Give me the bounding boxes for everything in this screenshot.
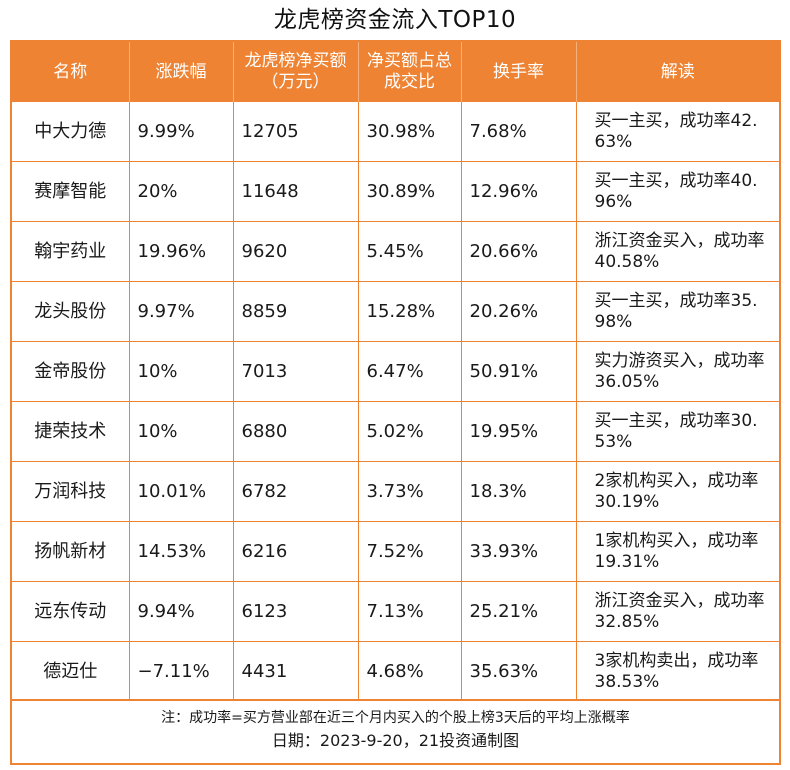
cell-interpretation: 浙江资金买入，成功率32.85% <box>576 581 779 642</box>
cell-turnover: 20.66% <box>461 221 577 282</box>
cell-net-ratio: 15.28% <box>358 281 462 342</box>
page-title: 龙虎榜资金流入TOP10 <box>273 7 517 33</box>
table-row: 万润科技 10.01% 6782 3.73% 18.3% 2家机构买入，成功率30.19% <box>12 461 779 522</box>
header-turnover: 换手率 <box>461 42 577 102</box>
cell-interpretation: 买一主买，成功率30.53% <box>576 401 779 462</box>
cell-name: 翰宇药业 <box>12 221 130 282</box>
cell-turnover: 20.26% <box>461 281 577 342</box>
header-name: 名称 <box>12 42 130 102</box>
cell-turnover: 35.63% <box>461 641 577 701</box>
cell-turnover: 19.95% <box>461 401 577 462</box>
cell-turnover: 7.68% <box>461 102 577 162</box>
cell-turnover: 33.93% <box>461 521 577 582</box>
table-row: 中大力德 9.99% 12705 30.98% 7.68% 买一主买，成功率42.63% <box>12 102 779 162</box>
cell-interpretation: 买一主买，成功率42.63% <box>576 102 779 162</box>
cell-change: 20% <box>129 161 234 222</box>
cell-interpretation: 2家机构买入，成功率30.19% <box>576 461 779 522</box>
cell-net-buy: 4431 <box>233 641 359 701</box>
cell-name: 扬帆新材 <box>12 521 130 582</box>
cell-interpretation: 浙江资金买入，成功率40.58% <box>576 221 779 282</box>
header-net-buy: 龙虎榜净买额（万元） <box>233 42 359 102</box>
cell-interpretation: 1家机构买入，成功率19.31% <box>576 521 779 582</box>
cell-change: 9.99% <box>129 102 234 162</box>
cell-net-ratio: 30.89% <box>358 161 462 222</box>
cell-net-buy: 6123 <box>233 581 359 642</box>
cell-name: 赛摩智能 <box>12 161 130 222</box>
cell-turnover: 18.3% <box>461 461 577 522</box>
cell-turnover: 50.91% <box>461 341 577 402</box>
cell-turnover: 12.96% <box>461 161 577 222</box>
table-header-row: 名称 涨跌幅 龙虎榜净买额（万元） 净买额占总成交比 换手率 解读 <box>12 42 779 102</box>
cell-name: 捷荣技术 <box>12 401 130 462</box>
header-change: 涨跌幅 <box>129 42 234 102</box>
table-row: 翰宇药业 19.96% 9620 5.45% 20.66% 浙江资金买入，成功率40.58… <box>12 221 779 282</box>
table-row: 捷荣技术 10% 6880 5.02% 19.95% 买一主买，成功率30.53% <box>12 401 779 462</box>
cell-turnover: 25.21% <box>461 581 577 642</box>
table-row: 赛摩智能 20% 11648 30.89% 12.96% 买一主买，成功率40.96% <box>12 161 779 222</box>
table-row: 远东传动 9.94% 6123 7.13% 25.21% 浙江资金买入，成功率32.85% <box>12 581 779 642</box>
cell-net-buy: 6216 <box>233 521 359 582</box>
table-row: 龙头股份 9.97% 8859 15.28% 20.26% 买一主买，成功率35.98% <box>12 281 779 342</box>
date-credit: 日期：2023-9-20，21投资通制图 <box>271 731 520 750</box>
cell-net-ratio: 5.02% <box>358 401 462 462</box>
cell-interpretation: 买一主买，成功率35.98% <box>576 281 779 342</box>
cell-name: 万润科技 <box>12 461 130 522</box>
header-interpretation: 解读 <box>576 42 779 102</box>
cell-net-buy: 8859 <box>233 281 359 342</box>
cell-interpretation: 3家机构卖出，成功率38.53% <box>594 650 759 692</box>
cell-interpretation: 买一主买，成功率40.96% <box>576 161 779 222</box>
cell-net-ratio: 30.98% <box>358 102 462 162</box>
cell-change: 10% <box>129 401 234 462</box>
cell-name: 远东传动 <box>12 581 130 642</box>
cell-net-ratio: 4.68% <box>358 641 462 701</box>
table-row: 金帝股份 10% 7013 6.47% 50.91% 实力游资买入，成功率36.05% <box>12 341 779 402</box>
cell-net-ratio: 7.13% <box>358 581 462 642</box>
cell-name: 龙头股份 <box>12 281 130 342</box>
cell-net-buy: 9620 <box>233 221 359 282</box>
cell-net-buy: 7013 <box>233 341 359 402</box>
cell-net-buy: 12705 <box>233 102 359 162</box>
cell-change: 19.96% <box>129 221 234 282</box>
table-row: 德迈仕 −7.11% 4431 4.68% 35.63% 3家机构卖出，成功率38.53% <box>12 641 779 701</box>
cell-net-buy: 11648 <box>233 161 359 222</box>
cell-interpretation: 实力游资买入，成功率36.05% <box>576 341 779 402</box>
cell-change: −7.11% <box>129 641 234 701</box>
cell-name: 中大力德 <box>12 102 130 162</box>
cell-net-buy: 6782 <box>233 461 359 522</box>
footnote: 注：成功率=买方营业部在近三个月内买入的个股上榜3天后的平均上涨概率 <box>161 710 630 726</box>
table-frame: 名称 涨跌幅 龙虎榜净买额（万元） 净买额占总成交比 换手率 解读 中大力德 9.… <box>10 40 781 765</box>
cell-change: 9.97% <box>129 281 234 342</box>
cell-change: 10% <box>129 341 234 402</box>
inflow-table: 名称 涨跌幅 龙虎榜净买额（万元） 净买额占总成交比 换手率 解读 中大力德 9.… <box>12 42 779 701</box>
table-row: 扬帆新材 14.53% 6216 7.52% 33.93% 1家机构买入，成功率19.31… <box>12 521 779 582</box>
cell-name: 德迈仕 <box>12 641 130 701</box>
cell-net-buy: 6880 <box>233 401 359 462</box>
cell-net-ratio: 3.73% <box>358 461 462 522</box>
cell-change: 10.01% <box>129 461 234 522</box>
footer: 注：成功率=买方营业部在近三个月内买入的个股上榜3天后的平均上涨概率 日期：20… <box>12 699 779 763</box>
header-net-ratio: 净买额占总成交比 <box>358 42 462 102</box>
cell-change: 14.53% <box>129 521 234 582</box>
cell-change: 9.94% <box>129 581 234 642</box>
cell-net-ratio: 5.45% <box>358 221 462 282</box>
cell-name: 金帝股份 <box>12 341 130 402</box>
cell-net-ratio: 7.52% <box>358 521 462 582</box>
cell-net-ratio: 6.47% <box>358 341 462 402</box>
